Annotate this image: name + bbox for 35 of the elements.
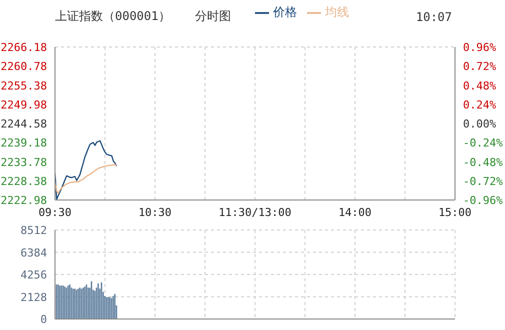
y2-tick-label: -0.72% xyxy=(463,174,504,188)
y-tick-label: 2249.98 xyxy=(0,98,47,112)
y2-tick-label: -0.96% xyxy=(463,194,504,207)
y-tick-label: 2255.38 xyxy=(0,79,47,92)
x-tick-label: 09:30 xyxy=(38,206,72,219)
y-tick-label: 6384 xyxy=(20,246,48,260)
chart-title: 上证指数（000001） xyxy=(55,8,170,25)
text: 10:07 xyxy=(416,10,452,24)
line-series xyxy=(55,140,118,200)
y-tick-label: 2244.58 xyxy=(0,118,47,130)
x-tick-label: 11:30/13:00 xyxy=(218,206,292,219)
y2-tick-label: 0.96% xyxy=(463,41,496,54)
y-tick-label: 2266.18 xyxy=(0,41,47,54)
y2-tick-label: 0.00% xyxy=(463,118,496,130)
line-series xyxy=(55,164,118,194)
chart-subtitle: 分时图 xyxy=(195,8,231,25)
y2-tick-label: 0.24% xyxy=(463,98,496,112)
y2-tick-label: -0.24% xyxy=(463,136,504,150)
y-tick-label: 8512 xyxy=(20,224,47,237)
y-tick-label: 2228.38 xyxy=(0,174,47,188)
y2-tick-label: 0.48% xyxy=(463,79,496,92)
legend-label: 均线 xyxy=(325,5,349,19)
y-tick-label: 4256 xyxy=(20,268,47,282)
y2-tick-label: -0.48% xyxy=(463,156,504,169)
y-tick-label: 2239.18 xyxy=(0,136,47,150)
y-tick-label: 2222.98 xyxy=(0,194,47,207)
y2-tick-label: 0.72% xyxy=(463,60,496,74)
y-tick-label: 2128 xyxy=(20,290,47,304)
y-tick-label: 0 xyxy=(40,313,47,326)
x-tick-label: 10:30 xyxy=(138,206,172,219)
legend-label: 价格 xyxy=(273,5,297,19)
y-tick-label: 2233.78 xyxy=(0,156,47,169)
x-tick-label: 15:00 xyxy=(438,206,472,219)
x-tick-label: 14:00 xyxy=(338,206,372,219)
y-tick-label: 2260.78 xyxy=(0,60,47,74)
